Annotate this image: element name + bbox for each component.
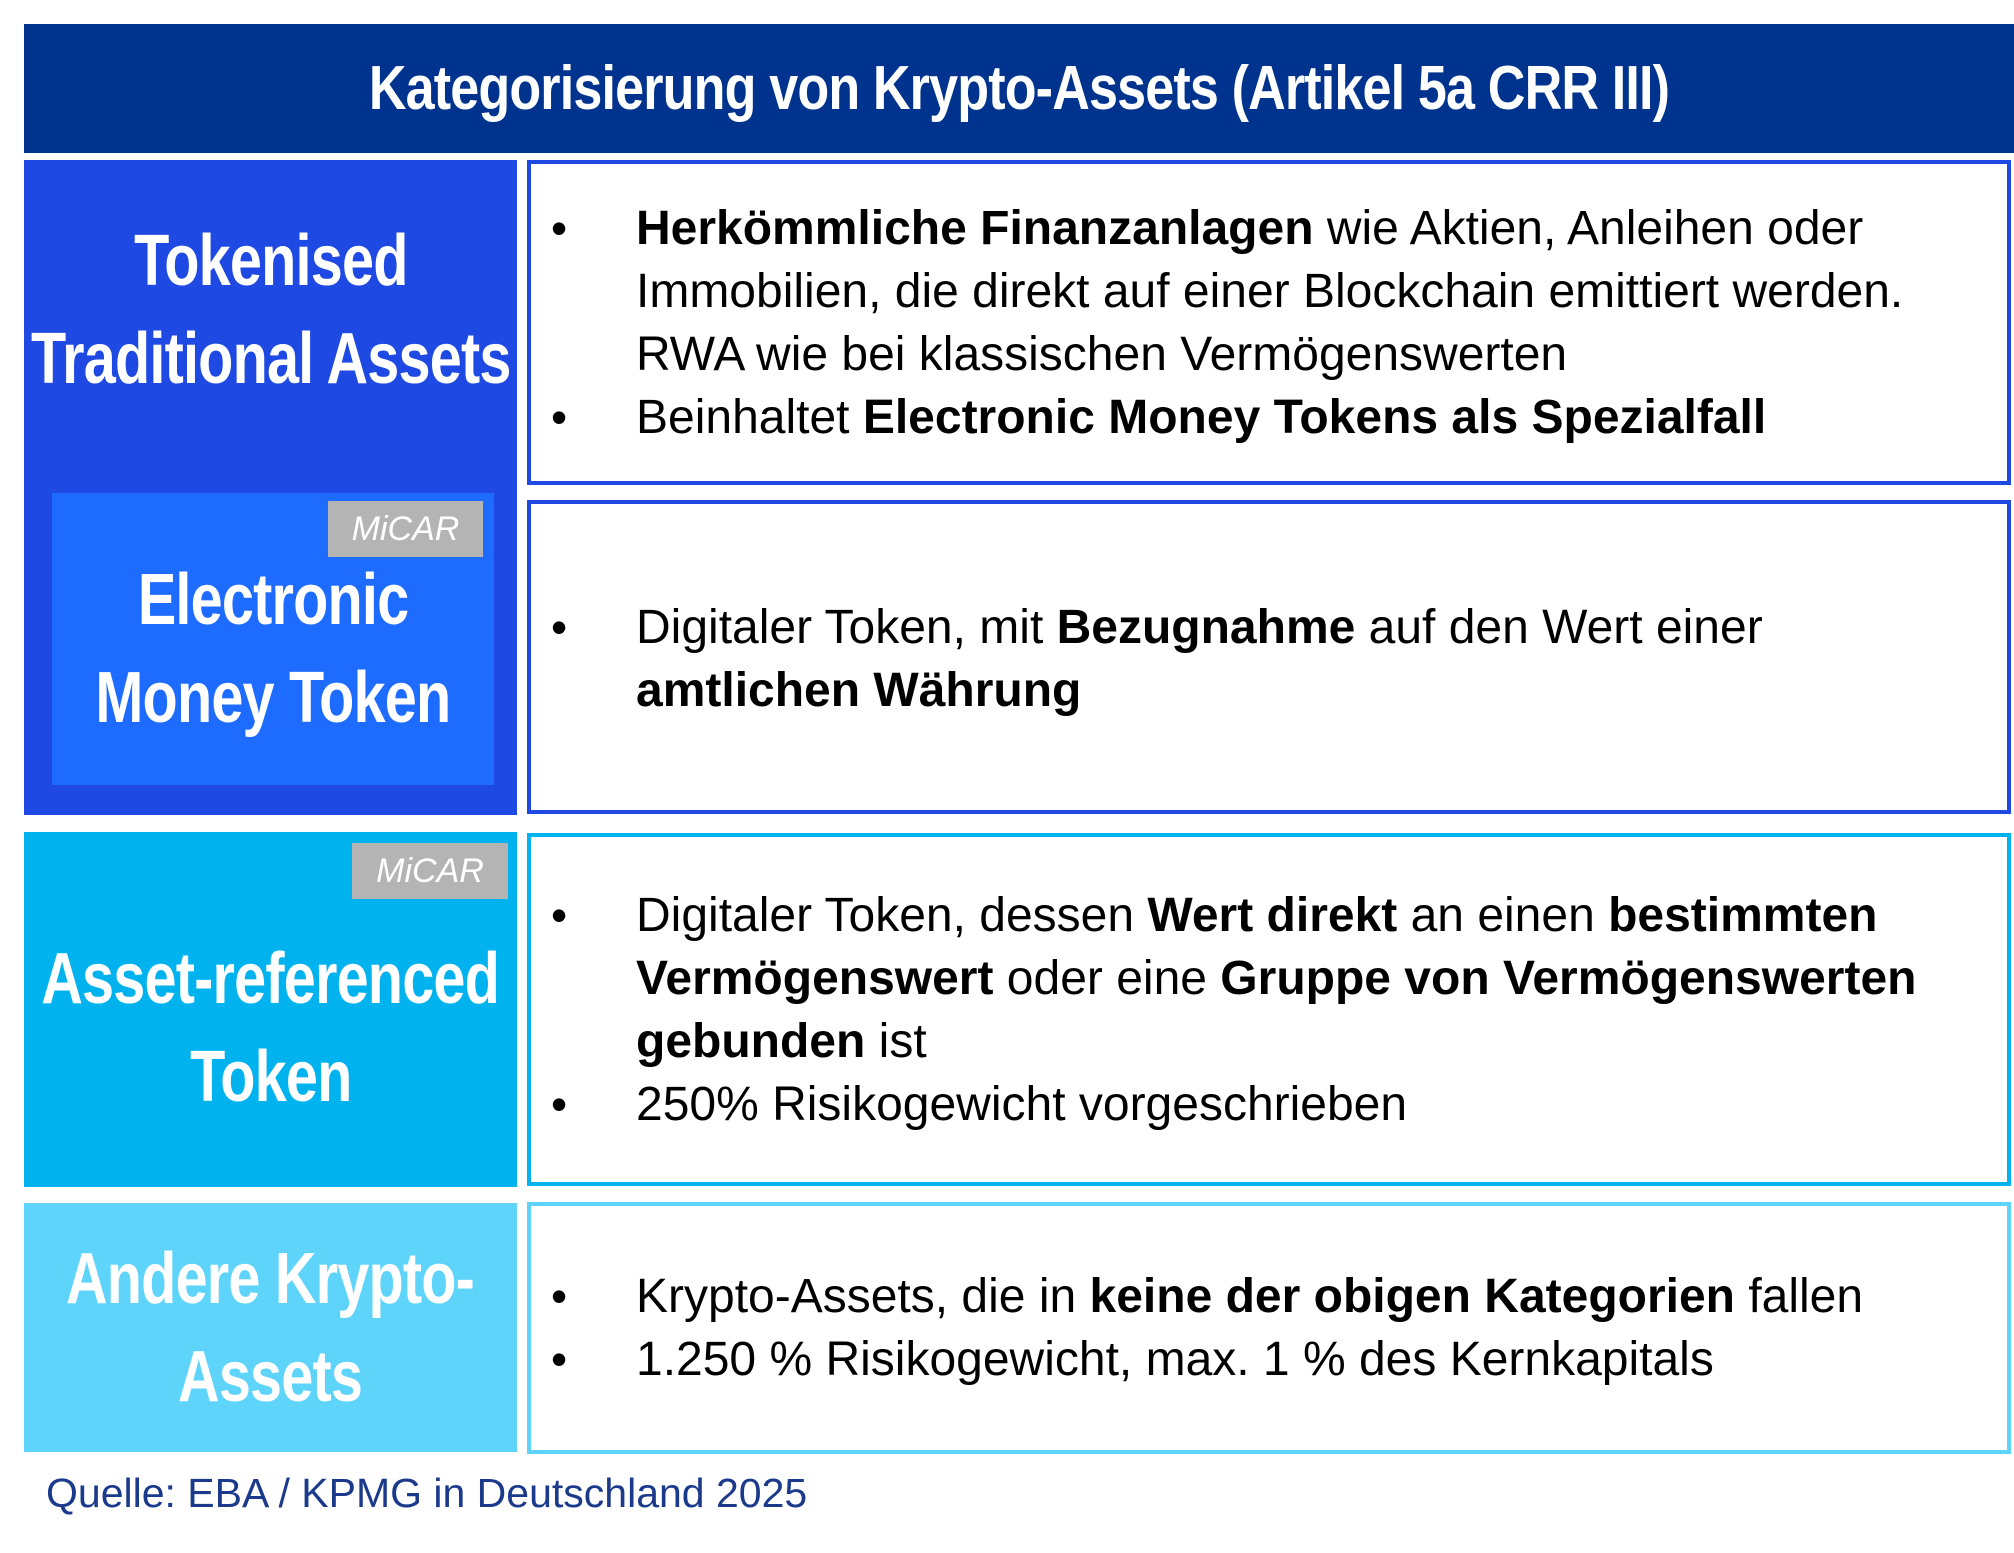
- bullet-point-icon: •: [551, 1270, 568, 1322]
- bullet-point-icon: •: [551, 201, 568, 254]
- category-label-line2: Traditional Assets: [30, 319, 511, 399]
- bullet-item: • Digitaler Token, dessen Wert direkt an …: [531, 884, 1977, 1073]
- category-label-line1: Tokenised: [133, 221, 408, 301]
- text-segment: ist: [865, 1014, 927, 1068]
- bold-text: Electronic Money Tokens als Spezialfall: [862, 390, 1767, 444]
- text-segment: oder eine: [993, 951, 1221, 1005]
- description-box-tokenised-traditional-assets: • Herkömmliche Finanzanlagen wie Aktien, …: [527, 160, 2011, 485]
- description-box-electronic-money-token: • Digitaler Token, mit Bezugnahme auf den…: [527, 500, 2011, 814]
- bold-text: Bezugnahme: [1056, 601, 1356, 654]
- micar-badge: MiCAR: [328, 501, 483, 557]
- bullet-text: 1.250 % Risikogewicht, max. 1 % des Kern…: [636, 1328, 1714, 1391]
- bullet-text: Digitaler Token, dessen Wert direkt an e…: [636, 884, 1977, 1073]
- text-segment: Digitaler Token, mit: [636, 601, 1057, 654]
- title-bar: Kategorisierung von Krypto-Assets (Artik…: [24, 24, 2014, 153]
- bullet-item: • Digitaler Token, mit Bezugnahme auf den…: [531, 596, 1977, 722]
- bullet-point-icon: •: [551, 390, 568, 443]
- text-segment: an einen: [1397, 888, 1609, 942]
- bullet-text: Herkömmliche Finanzanlagen wie Aktien, A…: [636, 197, 1977, 386]
- bullet-item: • Herkömmliche Finanzanlagen wie Aktien, …: [531, 197, 1977, 386]
- category-label-line2: Assets: [178, 1336, 363, 1417]
- text-segment: 1.250 % Risikogewicht, max. 1 % des Kern…: [636, 1333, 1714, 1386]
- category-label-line2: Money Token: [95, 658, 452, 738]
- bold-text: Herkömmliche Finanzanlagen: [636, 201, 1314, 255]
- micar-badge: MiCAR: [352, 843, 508, 899]
- description-box-asset-referenced-token: • Digitaler Token, dessen Wert direkt an …: [527, 833, 2011, 1186]
- bullet-text: 250% Risikogewicht vorgeschrieben: [636, 1073, 1407, 1136]
- bold-text: Gruppe von Vermögenswerten gebunden: [636, 951, 1917, 1068]
- description-box-andere-krypto-assets: • Krypto-Assets, die in keine der obigen …: [527, 1202, 2011, 1454]
- bullet-text: Beinhaltet Electronic Money Tokens als S…: [636, 386, 1766, 449]
- bullet-point-icon: •: [551, 888, 568, 941]
- text-segment: fallen: [1734, 1270, 1864, 1323]
- text-segment: Beinhaltet: [636, 390, 863, 444]
- category-label-line2: Token: [189, 1036, 352, 1117]
- bullet-item: • 250% Risikogewicht vorgeschrieben: [531, 1073, 1977, 1136]
- text-segment: wie Aktien, Anleihen oder Immobilien, di…: [636, 201, 1904, 381]
- category-label-line1: Andere Krypto-: [66, 1238, 475, 1319]
- bullet-text: Krypto-Assets, die in keine der obigen K…: [636, 1265, 1863, 1328]
- text-segment: Digitaler Token, dessen: [636, 888, 1148, 942]
- bullet-item: • 1.250 % Risikogewicht, max. 1 % des Ker…: [531, 1328, 1977, 1391]
- diagram-title: Kategorisierung von Krypto-Assets (Artik…: [368, 54, 1670, 123]
- bullet-item: • Krypto-Assets, die in keine der obigen …: [531, 1265, 1977, 1328]
- bold-text: bestimmten Vermögenswert: [636, 888, 1878, 1005]
- text-segment: Krypto-Assets, die in: [636, 1270, 1090, 1323]
- bold-text: amtlichen Währung: [636, 664, 1082, 717]
- category-andere-krypto-assets: Andere Krypto- Assets: [24, 1203, 517, 1452]
- bold-text: keine der obigen Kategorien: [1089, 1270, 1735, 1323]
- text-segment: 250% Risikogewicht vorgeschrieben: [636, 1077, 1408, 1131]
- bullet-item: • Beinhaltet Electronic Money Tokens als …: [531, 386, 1977, 449]
- bullet-text: Digitaler Token, mit Bezugnahme auf den …: [636, 596, 1977, 722]
- category-label-line1: Asset-referenced: [41, 938, 501, 1019]
- bullet-point-icon: •: [551, 601, 568, 653]
- source-note: Quelle: EBA / KPMG in Deutschland 2025: [46, 1470, 808, 1516]
- bold-text: Wert direkt: [1147, 888, 1398, 942]
- category-label-line1: Electronic: [137, 560, 409, 640]
- bullet-point-icon: •: [551, 1077, 568, 1130]
- bullet-point-icon: •: [551, 1333, 568, 1385]
- text-segment: auf den Wert einer: [1355, 601, 1763, 654]
